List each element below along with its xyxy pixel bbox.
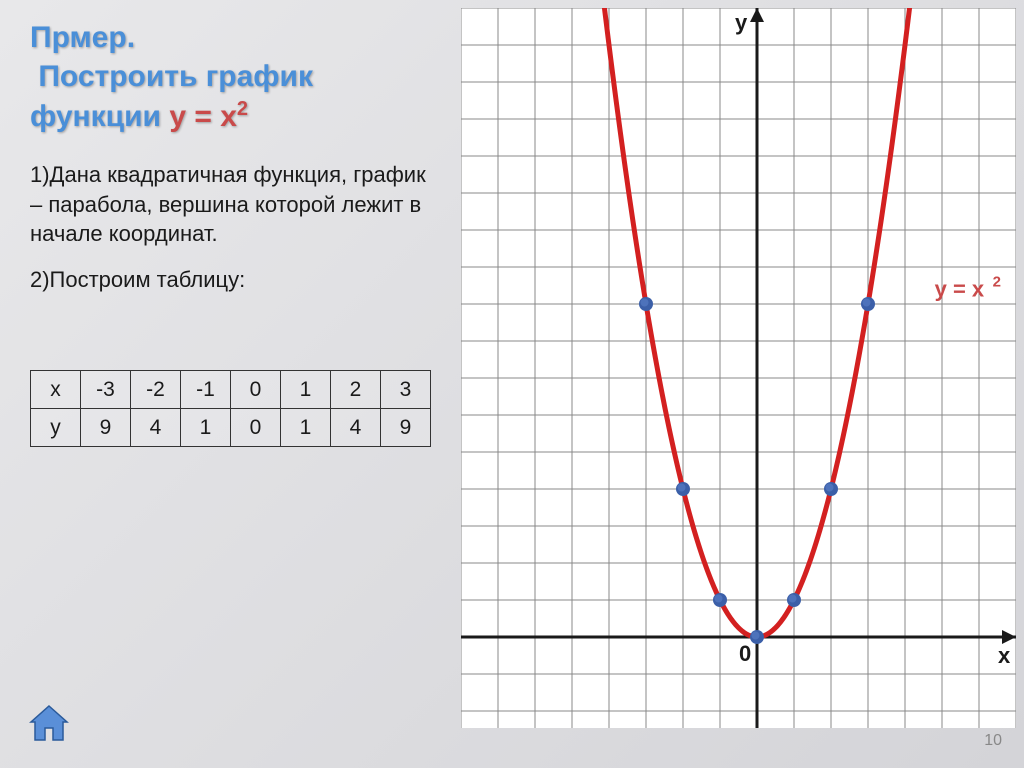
title-line2: Построить график (38, 60, 313, 93)
chart-svg: у х 0 у = х 2 (461, 8, 1016, 728)
page-number: 10 (984, 732, 1002, 750)
table-cell: 1 (281, 409, 331, 447)
title-formula: у = х (169, 100, 237, 133)
svg-text:х: х (998, 643, 1011, 668)
table-cell: 2 (331, 371, 381, 409)
value-table: х -3 -2 -1 0 1 2 3 у 9 4 1 0 1 4 9 (30, 370, 431, 447)
svg-text:2: 2 (993, 274, 1001, 291)
table-cell: 3 (381, 371, 431, 409)
table-cell: -3 (81, 371, 131, 409)
svg-text:у: у (735, 10, 748, 35)
table-cell: 0 (231, 409, 281, 447)
table-cell: -1 (181, 371, 231, 409)
svg-text:0: 0 (739, 641, 751, 666)
body-text: 1)Дана квадратичная функция, график – па… (30, 160, 430, 311)
table-cell: 0 (231, 371, 281, 409)
table-cell: 4 (331, 409, 381, 447)
table-row: у 9 4 1 0 1 4 9 (31, 409, 431, 447)
table-row: х -3 -2 -1 0 1 2 3 (31, 371, 431, 409)
row-label-x: х (31, 371, 81, 409)
paragraph-2: 2)Построим таблицу: (30, 265, 430, 295)
svg-text:у = х: у = х (935, 277, 985, 302)
parabola-chart: у х 0 у = х 2 (461, 8, 1016, 728)
title-formula-exp: 2 (237, 98, 248, 120)
title-line3: функции (30, 100, 169, 133)
table-cell: 1 (281, 371, 331, 409)
table-cell: 4 (131, 409, 181, 447)
home-button[interactable] (25, 700, 73, 748)
slide-title: Прмер. Построить график функции у = х2 (30, 18, 313, 136)
table-cell: -2 (131, 371, 181, 409)
row-label-y: у (31, 409, 81, 447)
table-cell: 9 (381, 409, 431, 447)
paragraph-1: 1)Дана квадратичная функция, график – па… (30, 160, 430, 249)
table-cell: 9 (81, 409, 131, 447)
title-line1: Прмер. (30, 21, 135, 54)
home-icon (25, 700, 73, 748)
table-cell: 1 (181, 409, 231, 447)
